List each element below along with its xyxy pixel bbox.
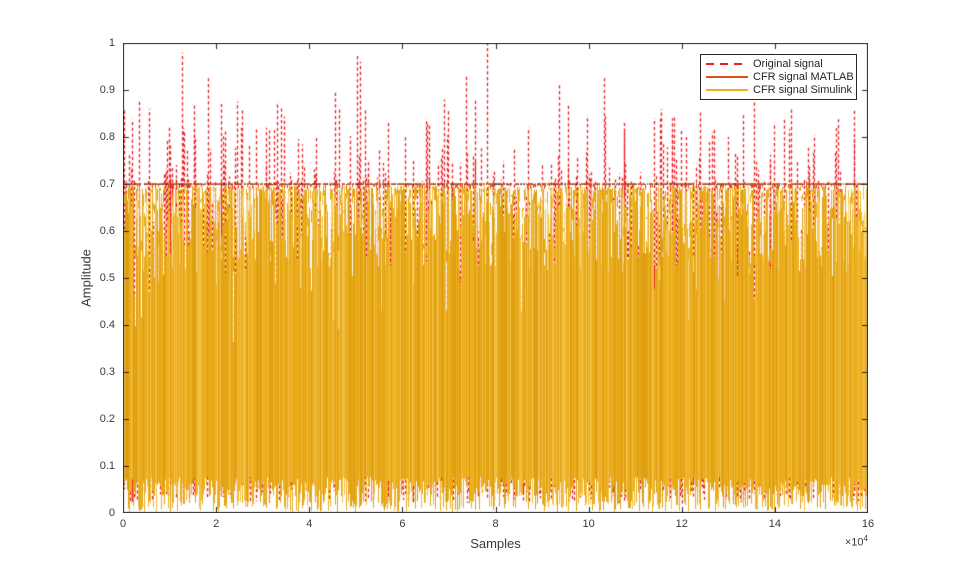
legend-label: CFR signal MATLAB: [753, 70, 854, 83]
y-tick-label: 0.6: [99, 225, 115, 237]
solid-line-sample: [706, 89, 748, 92]
x-tick-label: 6: [399, 518, 406, 530]
solid-line-sample: [706, 75, 748, 78]
x-axis-multiplier: ×104: [845, 534, 868, 549]
legend-item-cfr-matlab: CFR signal MATLAB: [706, 70, 854, 83]
legend-label: CFR signal Simulink: [753, 84, 853, 97]
y-tick-label: 0: [108, 507, 115, 519]
legend-label: Original signal: [753, 57, 823, 70]
x-axis-title: Samples: [470, 536, 521, 551]
x-tick-label: 2: [213, 518, 220, 530]
legend-item-original-signal: Original signal: [706, 57, 851, 70]
y-tick-label: 0.1: [99, 460, 115, 472]
legend-item-cfr-simulink: CFR signal Simulink: [706, 84, 853, 97]
multiplier-base: ×10: [844, 536, 864, 549]
multiplier-exponent: 4: [863, 534, 868, 543]
plot-area: [123, 43, 868, 513]
x-tick-label: 14: [768, 518, 781, 530]
y-tick-label: 0.8: [99, 131, 115, 143]
x-tick-label: 4: [306, 518, 313, 530]
y-tick-label: 0.9: [99, 84, 115, 96]
y-tick-label: 0.4: [99, 319, 115, 331]
y-tick-label: 0.7: [99, 178, 115, 190]
x-tick-label: 12: [675, 518, 688, 530]
x-tick-label: 8: [492, 518, 499, 530]
x-tick-label: 0: [119, 518, 127, 530]
x-tick-label: 10: [582, 518, 595, 530]
dashed-line-sample: [706, 62, 748, 65]
y-tick-label: 1: [108, 37, 115, 49]
y-tick-label: 0.2: [99, 413, 115, 425]
y-tick-label: 0.3: [99, 366, 115, 378]
legend: Original signal CFR signal MATLAB CFR si…: [700, 54, 857, 100]
x-tick-label: 16: [861, 518, 875, 530]
y-tick-label: 0.5: [99, 272, 115, 284]
